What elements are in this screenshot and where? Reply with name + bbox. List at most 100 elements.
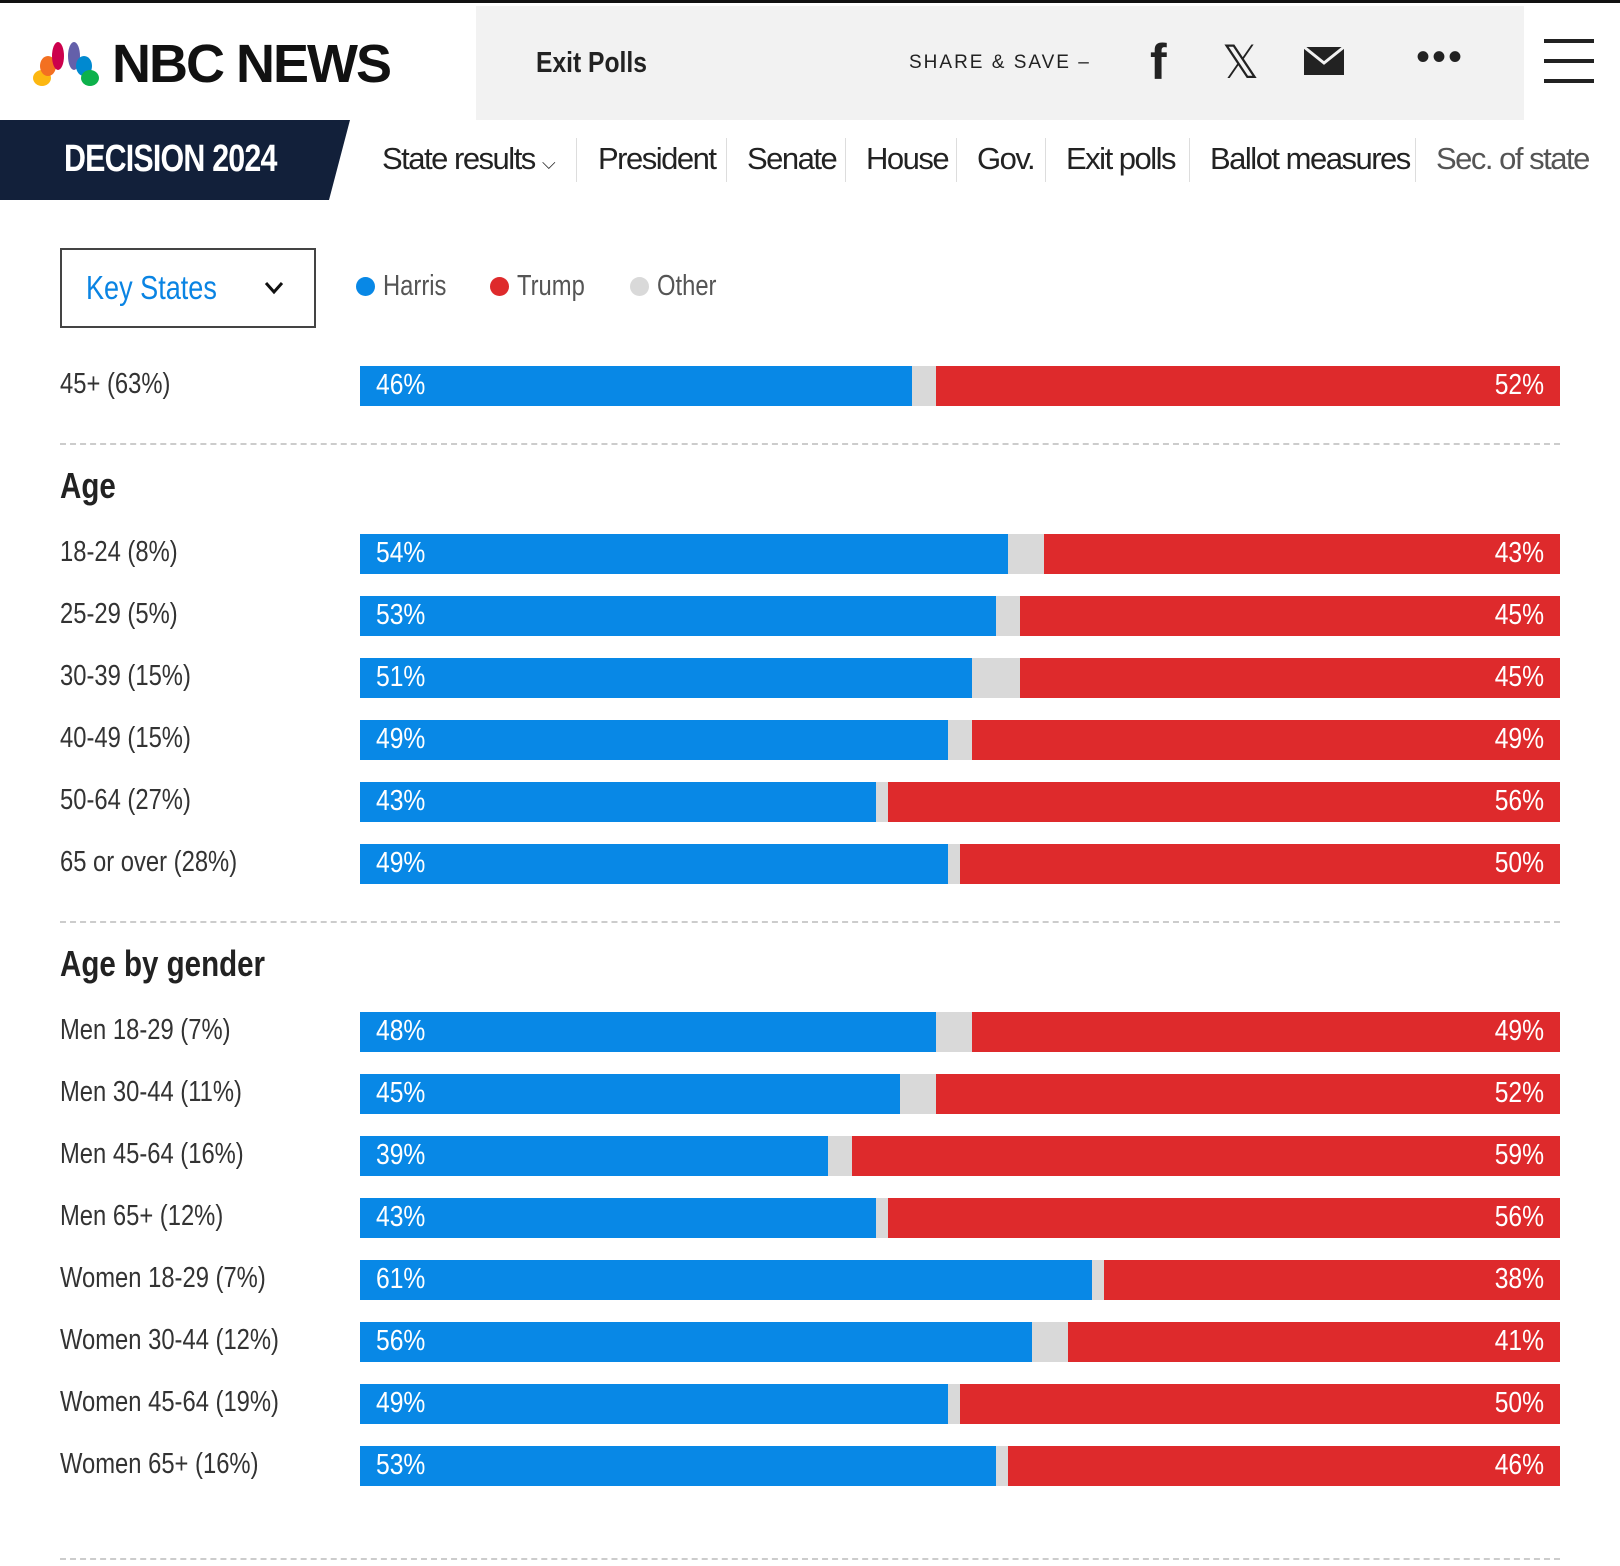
decision-2024-logo[interactable]: DECISION 2024 bbox=[0, 120, 350, 200]
poll-row: 30-39 (15%) 51% 45% bbox=[60, 658, 1560, 698]
nav-separator bbox=[1415, 138, 1416, 182]
harris-bar: 45% bbox=[360, 1074, 900, 1114]
trump-value: 43% bbox=[1494, 537, 1544, 569]
harris-bar: 49% bbox=[360, 1384, 948, 1424]
trump-bar: 46% bbox=[1008, 1446, 1560, 1486]
row-label: 40-49 (15%) bbox=[60, 722, 191, 754]
nav-exit-polls[interactable]: Exit polls bbox=[1066, 141, 1177, 176]
stacked-bar: 49% 49% bbox=[360, 720, 1560, 760]
poll-row: Women 30-44 (12%) 56% 41% bbox=[60, 1322, 1560, 1362]
harris-bar: 53% bbox=[360, 1446, 996, 1486]
harris-bar: 43% bbox=[360, 782, 876, 822]
poll-row: Men 65+ (12%) 43% 56% bbox=[60, 1198, 1560, 1238]
trump-value: 38% bbox=[1494, 1263, 1544, 1295]
stacked-bar: 54% 43% bbox=[360, 534, 1560, 574]
row-label: Women 30-44 (12%) bbox=[60, 1324, 279, 1356]
trump-value: 59% bbox=[1494, 1139, 1544, 1171]
poll-row: Men 18-29 (7%) 48% 49% bbox=[60, 1012, 1560, 1052]
harris-dot-icon bbox=[356, 277, 375, 296]
poll-row: 18-24 (8%) 54% 43% bbox=[60, 534, 1560, 574]
stacked-bar: 53% 45% bbox=[360, 596, 1560, 636]
row-label: 18-24 (8%) bbox=[60, 536, 178, 568]
stacked-bar: 43% 56% bbox=[360, 1198, 1560, 1238]
stacked-bar: 56% 41% bbox=[360, 1322, 1560, 1362]
trump-bar: 50% bbox=[960, 1384, 1560, 1424]
poll-row: 25-29 (5%) 53% 45% bbox=[60, 596, 1560, 636]
state-select-dropdown[interactable]: Key States bbox=[60, 248, 316, 328]
trump-value: 50% bbox=[1494, 847, 1544, 879]
nav-senate[interactable]: Senate bbox=[747, 141, 838, 176]
harris-bar: 49% bbox=[360, 720, 948, 760]
trump-bar: 56% bbox=[888, 782, 1560, 822]
harris-bar: 43% bbox=[360, 1198, 876, 1238]
trump-bar: 49% bbox=[972, 1012, 1560, 1052]
page-title: Exit Polls bbox=[536, 47, 647, 79]
nbc-news-logo[interactable]: NBC NEWS bbox=[32, 33, 392, 95]
share-save-button[interactable]: SHARE & SAVE – bbox=[909, 52, 1091, 73]
harris-value: 45% bbox=[376, 1077, 426, 1109]
harris-bar: 61% bbox=[360, 1260, 1092, 1300]
nav-house[interactable]: House bbox=[866, 141, 950, 176]
row-label: Women 18-29 (7%) bbox=[60, 1262, 266, 1294]
nav-separator bbox=[845, 138, 846, 182]
poll-row: Men 30-44 (11%) 45% 52% bbox=[60, 1074, 1560, 1114]
harris-bar: 51% bbox=[360, 658, 972, 698]
stacked-bar: 61% 38% bbox=[360, 1260, 1560, 1300]
row-label: 30-39 (15%) bbox=[60, 660, 191, 692]
harris-bar: 49% bbox=[360, 844, 948, 884]
chevron-down-icon: ⌵ bbox=[541, 153, 556, 173]
stacked-bar: 46% 52% bbox=[360, 366, 1560, 406]
legend: Harris Trump Other bbox=[356, 270, 730, 303]
trump-bar: 45% bbox=[1020, 658, 1560, 698]
harris-value: 39% bbox=[376, 1139, 426, 1171]
x-icon[interactable]: 𝕏 bbox=[1222, 36, 1260, 88]
poll-row: 50-64 (27%) 43% 56% bbox=[60, 782, 1560, 822]
trump-value: 56% bbox=[1494, 1201, 1544, 1233]
trump-value: 45% bbox=[1494, 661, 1544, 693]
email-icon[interactable] bbox=[1304, 47, 1344, 75]
legend-other: Other bbox=[630, 270, 730, 303]
trump-value: 49% bbox=[1494, 1015, 1544, 1047]
poll-row: Women 18-29 (7%) 61% 38% bbox=[60, 1260, 1560, 1300]
trump-bar: 43% bbox=[1044, 534, 1560, 574]
legend-harris: Harris bbox=[356, 270, 460, 303]
header-bar-background bbox=[476, 6, 1524, 121]
nav-state-results[interactable]: State results ⌵ bbox=[382, 141, 556, 176]
poll-row: 40-49 (15%) 49% 49% bbox=[60, 720, 1560, 760]
nav-gov[interactable]: Gov. bbox=[977, 141, 1036, 176]
trump-value: 45% bbox=[1494, 599, 1544, 631]
section-divider bbox=[60, 921, 1560, 923]
row-label: 50-64 (27%) bbox=[60, 784, 191, 816]
row-label: Men 30-44 (11%) bbox=[60, 1076, 242, 1108]
poll-row: Women 65+ (16%) 53% 46% bbox=[60, 1446, 1560, 1486]
more-icon[interactable]: ••• bbox=[1416, 35, 1465, 79]
harris-value: 49% bbox=[376, 723, 426, 755]
trump-value: 52% bbox=[1494, 369, 1544, 401]
row-label: Men 18-29 (7%) bbox=[60, 1014, 231, 1046]
row-label: Women 65+ (16%) bbox=[60, 1448, 259, 1480]
harris-value: 48% bbox=[376, 1015, 426, 1047]
trump-value: 46% bbox=[1494, 1449, 1544, 1481]
harris-value: 43% bbox=[376, 1201, 426, 1233]
harris-value: 54% bbox=[376, 537, 426, 569]
nav-separator bbox=[576, 138, 577, 182]
harris-value: 53% bbox=[376, 599, 426, 631]
nav-president[interactable]: President bbox=[598, 141, 717, 176]
facebook-icon[interactable]: f bbox=[1150, 34, 1167, 90]
harris-value: 49% bbox=[376, 847, 426, 879]
harris-value: 46% bbox=[376, 369, 426, 401]
nav-ballot-measures[interactable]: Ballot measures bbox=[1210, 141, 1411, 176]
trump-bar: 56% bbox=[888, 1198, 1560, 1238]
menu-icon[interactable] bbox=[1544, 39, 1594, 83]
stacked-bar: 51% 45% bbox=[360, 658, 1560, 698]
trump-bar: 45% bbox=[1020, 596, 1560, 636]
other-dot-icon bbox=[630, 277, 650, 296]
brand-name: NBC NEWS bbox=[112, 34, 392, 94]
stacked-bar: 45% 52% bbox=[360, 1074, 1560, 1114]
harris-value: 49% bbox=[376, 1387, 426, 1419]
trump-value: 52% bbox=[1494, 1077, 1544, 1109]
nav-sec-of-state[interactable]: Sec. of state bbox=[1436, 141, 1590, 176]
row-label: 65 or over (28%) bbox=[60, 846, 238, 878]
harris-value: 56% bbox=[376, 1325, 426, 1357]
harris-bar: 48% bbox=[360, 1012, 936, 1052]
